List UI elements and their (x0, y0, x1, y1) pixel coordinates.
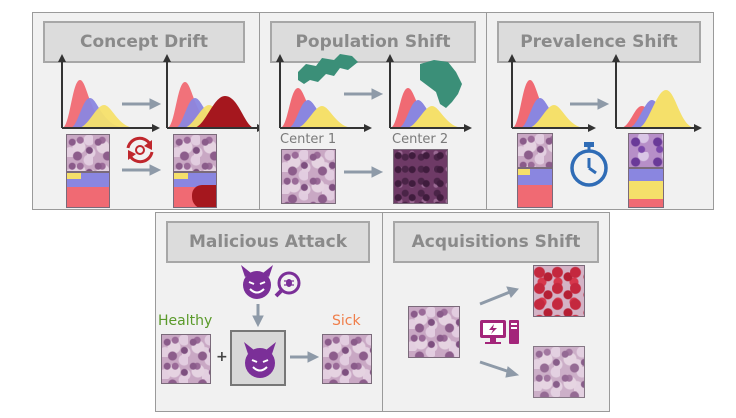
tissue-patch (517, 133, 553, 168)
arrow (344, 88, 384, 178)
panel-title-concept-drift: Concept Drift (43, 21, 245, 63)
segmentation-mask (173, 172, 217, 208)
arrow (252, 304, 320, 363)
segmentation-mask (628, 168, 664, 208)
tissue-patch (533, 265, 585, 317)
segmentation-mask (517, 168, 553, 208)
perturbation-box (230, 330, 286, 386)
center-1-label: Center 1 (280, 132, 337, 147)
tissue-patch (393, 149, 448, 204)
sick-tissue-patch (322, 334, 372, 384)
panel-title-prevalence-shift: Prevalence Shift (497, 21, 701, 63)
tissue-patch (281, 149, 336, 204)
cycle-icon (126, 136, 154, 164)
panel-title-malicious-attack: Malicious Attack (166, 221, 370, 263)
center-2-label: Center 2 (392, 132, 449, 147)
arrow (570, 98, 610, 110)
sick-label: Sick (332, 313, 361, 329)
distribution-chart (612, 54, 702, 132)
distribution-chart (508, 54, 596, 132)
distribution-chart (276, 54, 372, 132)
stopwatch-icon (570, 142, 608, 187)
plus-sign: + (216, 349, 228, 365)
tissue-patch (533, 346, 585, 398)
tissue-patch (66, 134, 110, 172)
devil-icon (241, 265, 273, 299)
panel-title-acquisitions-shift: Acquisitions Shift (393, 221, 599, 263)
arrow (122, 98, 162, 176)
distribution-chart (386, 54, 472, 132)
healthy-label: Healthy (158, 313, 213, 329)
distribution-chart (58, 54, 160, 132)
europe-map-icon (298, 54, 358, 84)
healthy-tissue-patch (161, 334, 211, 384)
tissue-patch (408, 306, 460, 358)
computer-icon (480, 320, 519, 344)
panel-title-population-shift: Population Shift (270, 21, 476, 63)
segmentation-mask (66, 172, 110, 208)
devil-icon (244, 342, 276, 378)
bug-search-icon (274, 271, 301, 298)
tissue-patch (173, 134, 217, 172)
tissue-patch (628, 133, 664, 168)
africa-map-icon (420, 60, 462, 108)
arrow (479, 286, 520, 378)
